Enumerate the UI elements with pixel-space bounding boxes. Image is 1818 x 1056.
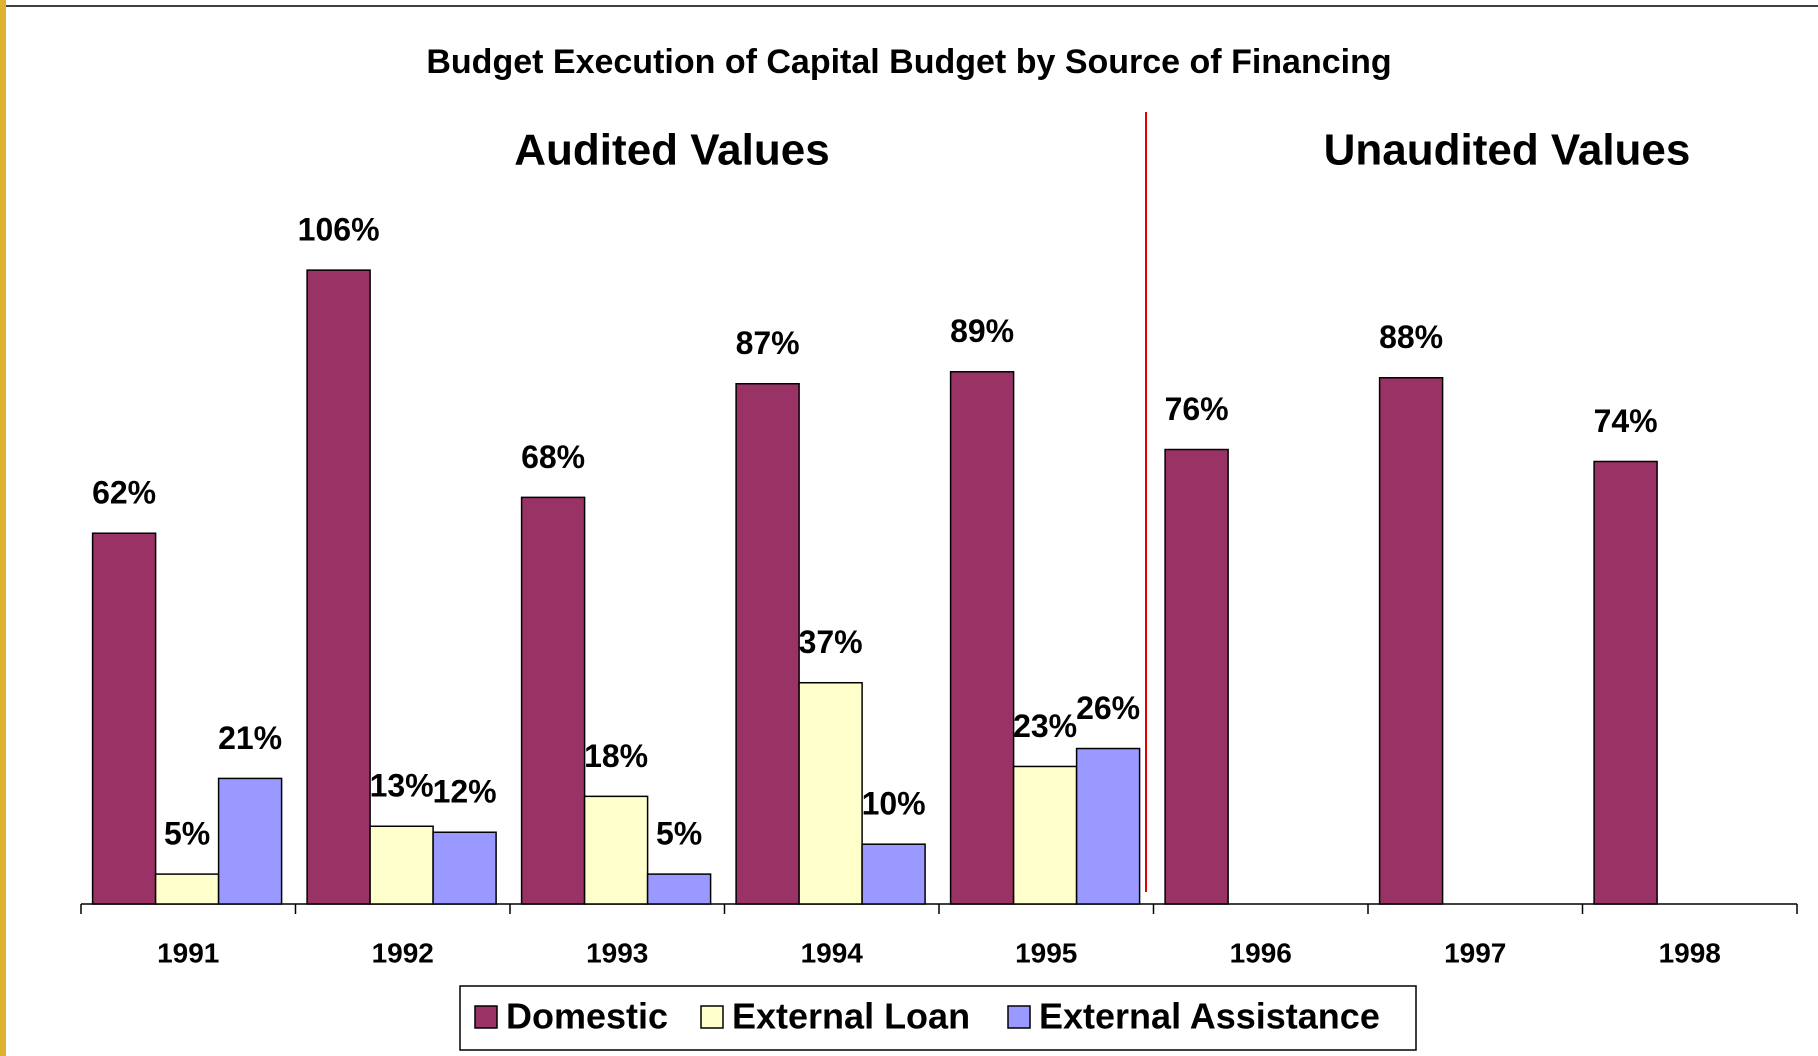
bar: [798, 681, 863, 905]
bar: [154, 873, 220, 905]
bar: [646, 873, 712, 905]
x-tick-label: 1996: [1230, 937, 1292, 968]
chart-title: Budget Execution of Capital Budget by So…: [426, 43, 1391, 81]
x-tick-label: 1993: [586, 937, 648, 968]
legend-label: External Loan: [732, 996, 970, 1037]
x-tick-label: 1991: [157, 937, 219, 968]
legend-swatch: [474, 1005, 498, 1029]
x-tick-label: 1995: [1015, 937, 1077, 968]
data-label: 74%: [1594, 403, 1658, 439]
data-label: 18%: [584, 738, 648, 774]
data-label: 89%: [950, 313, 1014, 349]
bar: [1593, 460, 1658, 905]
bar: [735, 382, 800, 905]
data-label: 21%: [218, 720, 282, 756]
x-tick-label: 1992: [372, 937, 434, 968]
annotation: Audited Values: [514, 126, 829, 175]
x-tick-label: 1994: [801, 937, 864, 968]
bar: [520, 496, 586, 905]
bar: [949, 371, 1015, 905]
annotation: Unaudited Values: [1324, 126, 1691, 175]
data-label: 87%: [736, 325, 800, 361]
data-label: 88%: [1379, 319, 1443, 355]
data-label: 23%: [1013, 708, 1077, 744]
legend-swatch: [700, 1005, 724, 1029]
bar: [861, 843, 926, 905]
bar: [432, 831, 497, 905]
data-label: 5%: [656, 816, 702, 852]
data-label: 10%: [862, 786, 926, 822]
data-label: 12%: [433, 774, 497, 810]
bar: [1378, 377, 1444, 905]
bar: [369, 825, 434, 905]
legend-label: External Assistance: [1039, 996, 1380, 1037]
bar: [217, 777, 283, 905]
data-label: 76%: [1165, 391, 1229, 427]
legend-box: [459, 985, 1417, 1051]
bar: [1164, 448, 1229, 905]
data-label: 62%: [92, 475, 156, 511]
data-label: 68%: [521, 439, 585, 475]
bar: [583, 795, 649, 905]
data-label: 13%: [370, 768, 434, 804]
data-label: 5%: [164, 816, 210, 852]
data-label: 106%: [298, 212, 380, 248]
legend-swatch: [1007, 1005, 1031, 1029]
data-label: 26%: [1076, 690, 1140, 726]
data-label: 37%: [799, 624, 863, 660]
left-border: [0, 0, 6, 1056]
bar: [1012, 765, 1078, 905]
x-tick-label: 1997: [1444, 937, 1506, 968]
bar: [91, 532, 157, 905]
bar: [1075, 747, 1141, 905]
bar: [306, 269, 371, 905]
x-tick-label: 1998: [1659, 937, 1721, 968]
legend-label: Domestic: [506, 996, 668, 1037]
